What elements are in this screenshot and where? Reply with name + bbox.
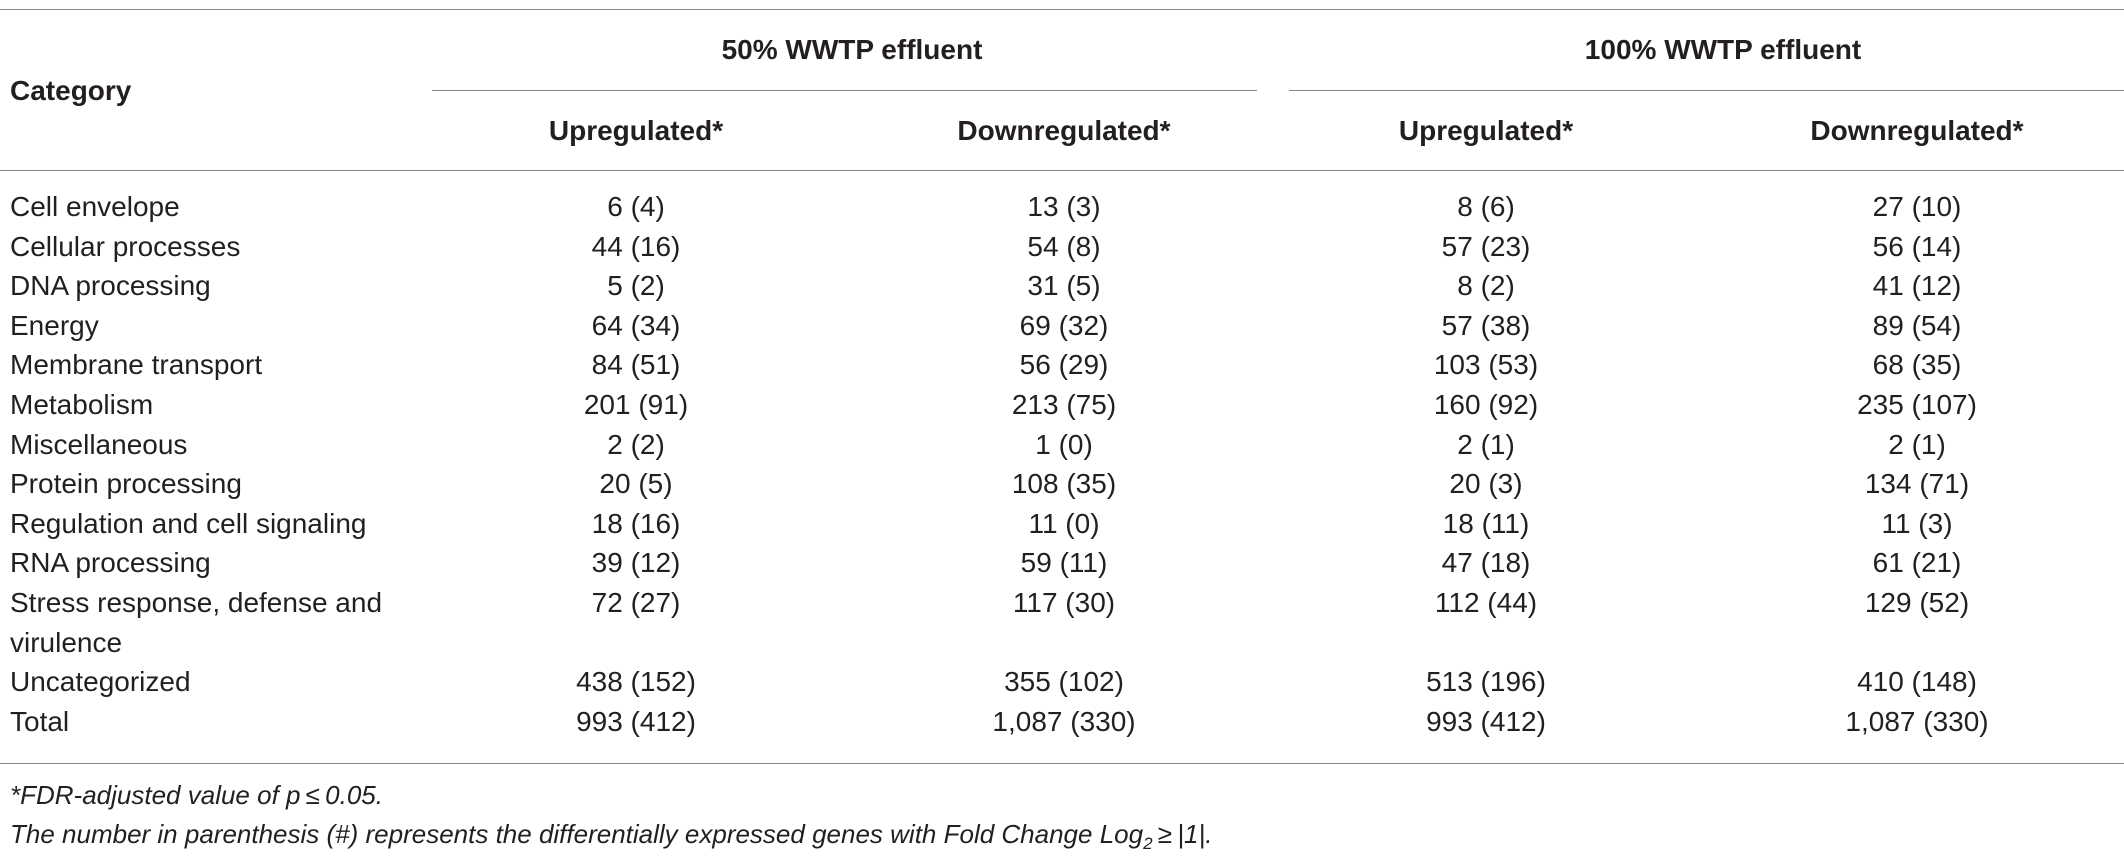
row-value-up50: 6 (4) <box>607 191 665 222</box>
footnote-parenthesis: The number in parenthesis (#) represents… <box>10 819 1212 854</box>
row-category: Membrane transport <box>10 349 263 381</box>
row-category: Total <box>10 705 70 737</box>
row-value-down100: 129 (52) <box>1864 587 1970 618</box>
footnote-parenthesis-tail: ≥ |1|. <box>1152 819 1213 849</box>
row-value-down100: 134 (71) <box>1864 468 1970 500</box>
row-value-down100: 410 (148) <box>1857 666 1977 698</box>
row-value-up100: 513 (196) <box>1426 666 1546 698</box>
row-value-down100: 11 (3) <box>1881 507 1953 539</box>
row-value-down50: 31 (5) <box>1027 270 1101 302</box>
row-value-down100: 235 (107) <box>1857 389 1977 420</box>
row-value-up100: 993 (412) <box>1426 705 1546 737</box>
row-value-down100: 1,087 (330) <box>1845 705 1989 737</box>
downregulated-100-header: Downregulated* <box>1810 115 2024 146</box>
row-value-up50: 72 (27) <box>591 587 681 618</box>
row-value-up50: 18 (16) <box>591 507 681 539</box>
row-category: Miscellaneous <box>10 428 188 460</box>
row-value-down50: 1 (0) <box>1035 428 1093 460</box>
row-value-up100: 2 (1) <box>1457 428 1515 460</box>
row-category: Stress response, defense and virulence <box>10 587 383 658</box>
row-value-down50: 11 (0) <box>1028 507 1100 539</box>
row-value-up100: 103 (53) <box>1433 349 1539 381</box>
row-value-up100: 8 (6) <box>1457 191 1515 222</box>
row-category: Uncategorized <box>10 666 191 698</box>
table-bottom-rule <box>0 763 2124 764</box>
row-value-up50: 201 (91) <box>583 389 689 420</box>
footnote-parenthesis-text: The number in parenthesis (#) represents… <box>10 819 1144 849</box>
row-value-down50: 1,087 (330) <box>992 705 1136 737</box>
footnote-fdr: *FDR-adjusted value of p ≤ 0.05. <box>10 780 383 810</box>
row-value-down100: 41 (12) <box>1872 270 1962 302</box>
row-value-up50: 20 (5) <box>599 468 673 500</box>
row-value-down100: 2 (1) <box>1888 428 1946 460</box>
row-value-up100: 18 (11) <box>1442 507 1530 539</box>
group-50-header: 50% WWTP effluent <box>721 34 983 65</box>
row-value-up100: 47 (18) <box>1441 547 1531 579</box>
row-category: Regulation and cell signaling <box>10 507 367 539</box>
row-value-up50: 64 (34) <box>591 309 681 341</box>
header-bottom-rule <box>0 170 2124 171</box>
row-value-up50: 438 (152) <box>576 666 696 698</box>
row-value-up100: 20 (3) <box>1449 468 1523 500</box>
group-50-rule <box>432 90 1257 91</box>
row-value-down50: 213 (75) <box>1011 389 1117 420</box>
row-value-up100: 57 (38) <box>1441 309 1531 341</box>
row-value-down50: 355 (102) <box>1004 666 1124 698</box>
row-value-up50: 2 (2) <box>607 428 665 460</box>
row-value-down100: 89 (54) <box>1872 309 1962 341</box>
row-value-up100: 8 (2) <box>1457 270 1515 302</box>
footnote-subscript: 2 <box>1143 834 1153 854</box>
row-value-down50: 13 (3) <box>1027 191 1101 222</box>
row-value-up100: 160 (92) <box>1433 389 1539 420</box>
row-value-up50: 5 (2) <box>607 270 665 302</box>
row-category: Cell envelope <box>10 191 180 222</box>
row-category: DNA processing <box>10 270 211 302</box>
top-rule <box>0 9 2124 10</box>
row-category: Cellular processes <box>10 230 241 262</box>
row-category: RNA processing <box>10 547 211 579</box>
row-value-up50: 84 (51) <box>591 349 681 381</box>
row-value-down50: 117 (30) <box>1012 587 1116 618</box>
row-value-up50: 44 (16) <box>591 230 681 262</box>
row-value-down100: 27 (10) <box>1872 191 1962 222</box>
row-value-down100: 56 (14) <box>1872 230 1962 262</box>
downregulated-50-header: Downregulated* <box>957 115 1171 146</box>
upregulated-100-header: Upregulated* <box>1398 115 1574 146</box>
row-value-down50: 56 (29) <box>1019 349 1109 381</box>
row-value-down50: 69 (32) <box>1019 309 1109 341</box>
row-category: Metabolism <box>10 389 154 420</box>
category-header: Category <box>10 75 132 106</box>
row-category: Energy <box>10 309 99 341</box>
row-category: Protein processing <box>10 468 242 500</box>
row-value-down50: 54 (8) <box>1027 230 1101 262</box>
row-value-up100: 112 (44) <box>1434 587 1538 618</box>
upregulated-50-header: Upregulated* <box>548 115 724 146</box>
group-100-header: 100% WWTP effluent <box>1584 34 1862 65</box>
group-100-rule <box>1289 90 2124 91</box>
row-value-up50: 39 (12) <box>591 547 681 579</box>
row-value-down100: 61 (21) <box>1872 547 1962 579</box>
row-value-up50: 993 (412) <box>576 705 696 737</box>
row-value-down50: 59 (11) <box>1020 547 1108 579</box>
row-value-down100: 68 (35) <box>1872 349 1962 381</box>
row-value-down50: 108 (35) <box>1011 468 1117 500</box>
row-value-up100: 57 (23) <box>1441 230 1531 262</box>
